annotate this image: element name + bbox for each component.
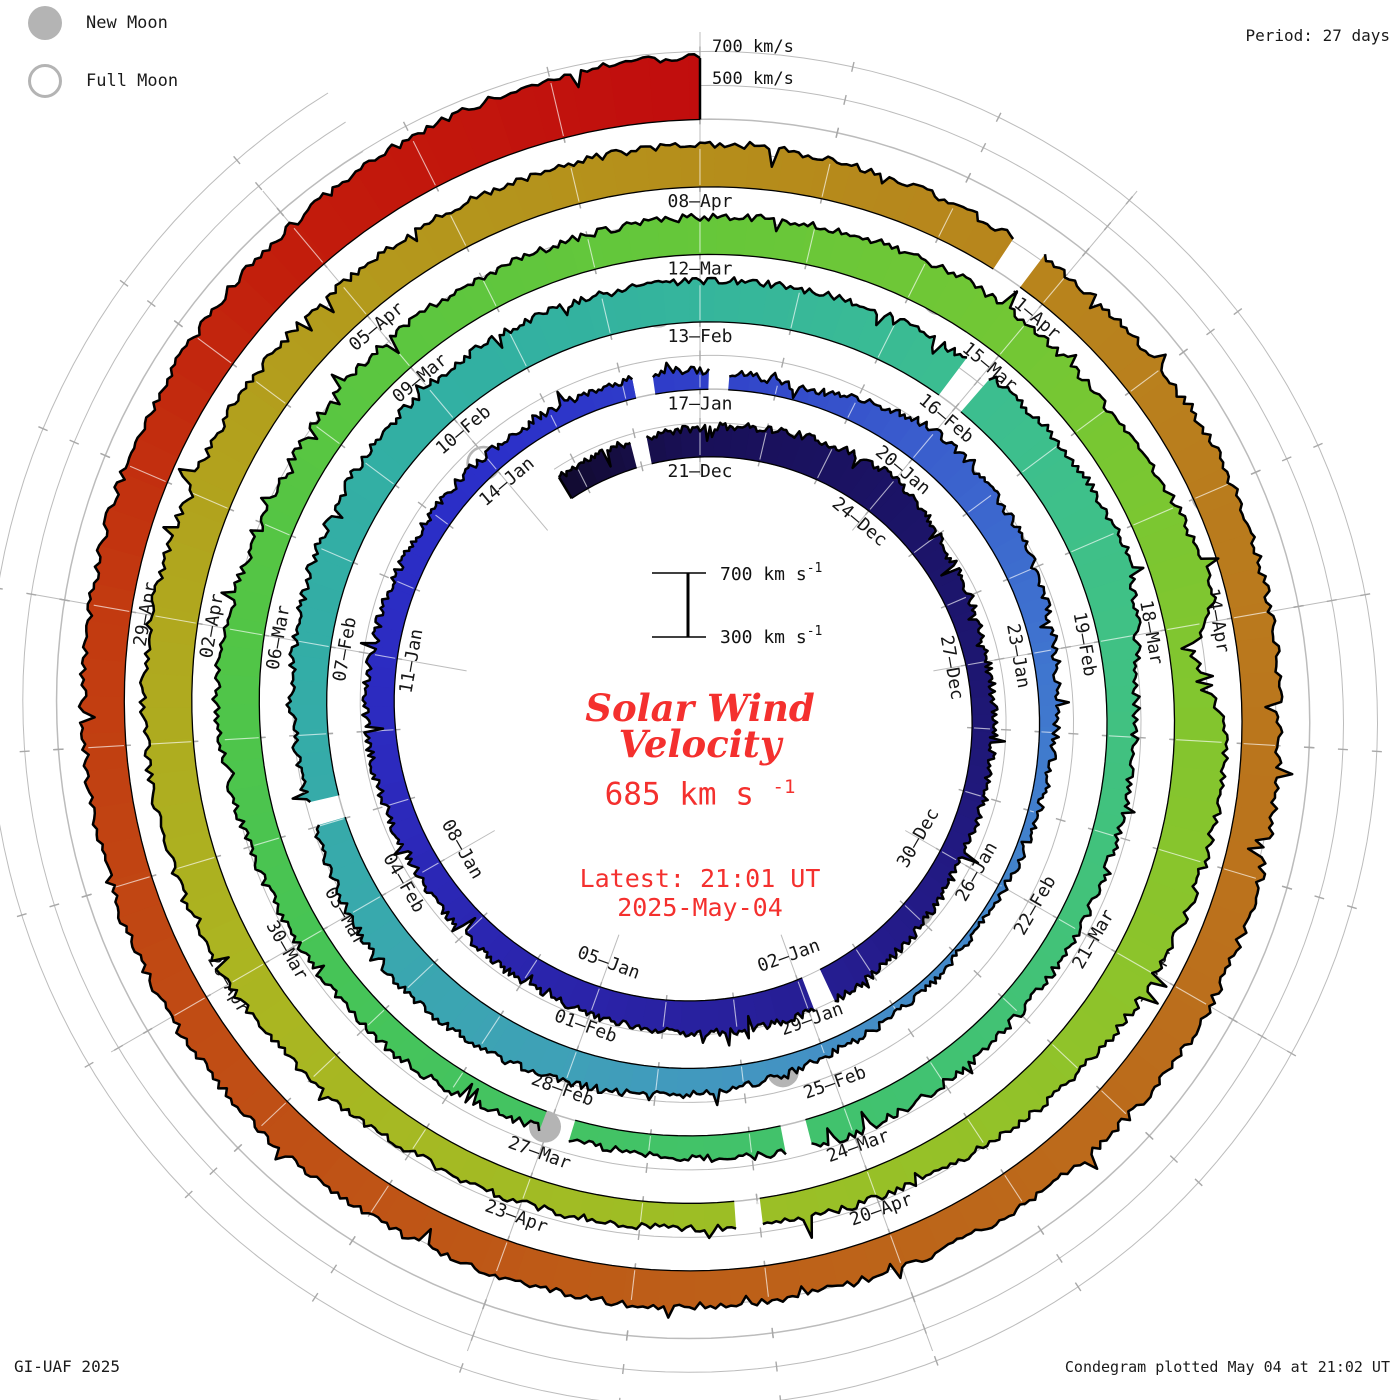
period-label: Period: 27 days xyxy=(1245,26,1391,45)
moon-legend: New Moon Full Moon xyxy=(28,4,178,120)
date-label-05-Jan: 05–Jan xyxy=(575,942,643,984)
latest-date-line: 2025-May-04 xyxy=(617,893,783,923)
date-label-17-Jan: 17–Jan xyxy=(667,394,732,415)
full-moon-icon xyxy=(28,64,62,98)
current-velocity-value: 685 km s -1 xyxy=(604,776,796,813)
chart-title-line2: Velocity xyxy=(618,722,782,766)
chart-title-line1: Solar Wind xyxy=(585,686,815,730)
date-label-02-Jan: 02–Jan xyxy=(755,935,823,977)
center-text-block: Solar Wind Velocity 685 km s -1 Latest: … xyxy=(450,686,950,923)
full-moon-label: Full Moon xyxy=(86,71,179,91)
date-label-25-Feb: 25–Feb xyxy=(801,1062,869,1104)
end-label-700kms: 700 km/s xyxy=(712,37,794,57)
date-label-08-Apr: 08–Apr xyxy=(667,191,732,212)
plotted-timestamp: Condegram plotted May 04 at 21:02 UT xyxy=(1064,1358,1390,1376)
scale-bar-bottom-label: 300 km s-1 xyxy=(720,624,822,648)
date-label-21-Dec: 21–Dec xyxy=(667,461,732,482)
latest-timestamp: Latest: 21:01 UT 2025-May-04 xyxy=(450,864,950,922)
date-label-12-Mar: 12–Mar xyxy=(667,259,732,280)
new-moon-label: New Moon xyxy=(86,13,168,33)
velocity-scale-bar: 700 km s-1 300 km s-1 xyxy=(652,561,822,648)
legend-row-full-moon: Full Moon xyxy=(28,62,178,100)
day-hairlines xyxy=(88,60,1276,1300)
end-label-500kms: 500 km/s xyxy=(712,69,794,89)
new-moon-icon xyxy=(28,6,62,40)
credit-label: GI-UAF 2025 xyxy=(14,1357,120,1376)
legend-row-new-moon: New Moon xyxy=(28,4,178,42)
spiral-end-scale-labels: 700 km/s 500 km/s xyxy=(712,37,794,89)
scale-bar-top-label: 700 km s-1 xyxy=(720,561,822,585)
latest-time-line: Latest: 21:01 UT xyxy=(579,864,821,894)
date-label-13-Feb: 13–Feb xyxy=(667,326,732,347)
velocity-band-edges xyxy=(77,53,1294,1319)
